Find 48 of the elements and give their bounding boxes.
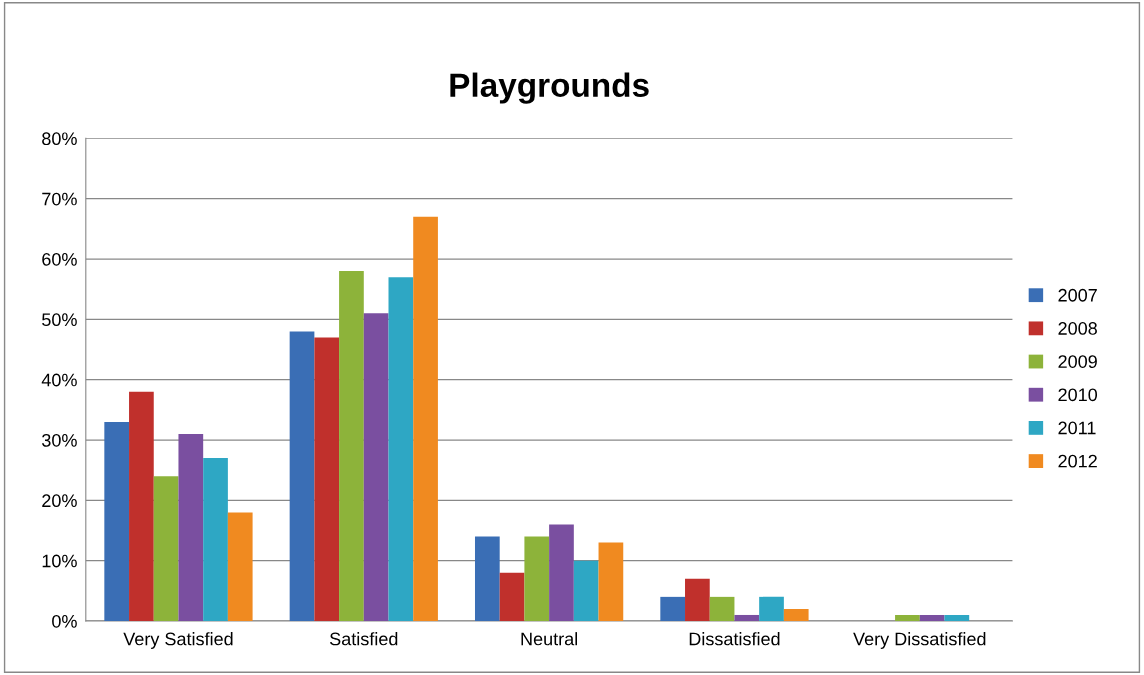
bar: [944, 614, 970, 621]
bar: [178, 433, 204, 621]
bar: [474, 536, 500, 621]
y-tick-label: 10%: [42, 554, 77, 568]
x-tick-label: Very Dissatisfied: [853, 632, 986, 649]
bar: [203, 458, 228, 621]
bar: [499, 572, 525, 621]
x-tick-label: Very Satisfied: [123, 632, 233, 649]
legend-label: 2010: [1058, 388, 1098, 402]
x-tick-label: Dissatisfied: [689, 632, 780, 646]
bar: [314, 337, 340, 621]
y-tick-label: 50%: [42, 313, 77, 327]
bar: [524, 536, 550, 621]
legend-label: 2009: [1058, 355, 1097, 368]
legend-label: 2011: [1058, 421, 1096, 435]
bar: [339, 271, 364, 621]
chart-title: Playgrounds: [450, 72, 649, 104]
bar: [573, 560, 599, 621]
bar: [363, 313, 389, 621]
bar: [598, 542, 624, 621]
bar: [919, 614, 945, 621]
bar: [895, 614, 920, 621]
x-tick-label: Neutral: [521, 632, 578, 646]
bar: [660, 596, 686, 621]
bar: [227, 512, 253, 621]
legend-label: 2007: [1058, 288, 1097, 302]
bar: [549, 524, 574, 621]
bar: [104, 421, 130, 621]
bar: [289, 331, 315, 621]
bar: [783, 608, 809, 621]
y-tick-label: 80%: [42, 132, 77, 146]
legend-label: 2012: [1058, 454, 1097, 468]
bar: [388, 277, 414, 621]
y-tick-label: 60%: [42, 252, 77, 266]
y-tick-label: 0%: [52, 614, 77, 628]
y-tick-label: 70%: [42, 192, 77, 206]
bar: [734, 614, 760, 621]
bar: [759, 596, 784, 621]
bar: [685, 578, 710, 621]
y-tick-label: 30%: [42, 433, 77, 447]
bar: [153, 476, 179, 621]
bar: [709, 596, 735, 621]
bar: [413, 216, 438, 621]
bar: [129, 391, 154, 621]
y-tick-label: 40%: [41, 373, 77, 387]
x-tick-label: Satisfied: [329, 632, 398, 646]
y-tick-label: 20%: [42, 494, 77, 508]
legend-label: 2008: [1058, 322, 1097, 335]
